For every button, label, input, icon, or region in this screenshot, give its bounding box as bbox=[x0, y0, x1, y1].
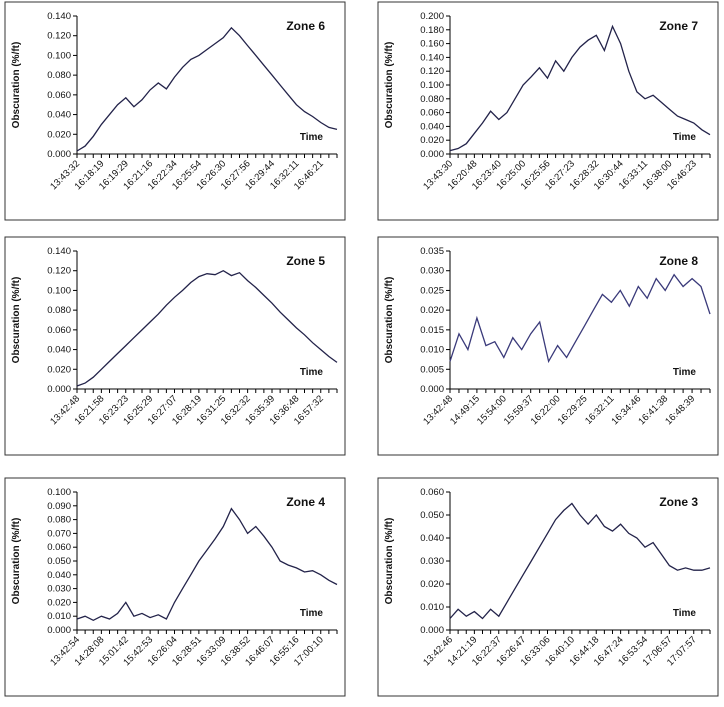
y-axis-label: Obscuration (%/ft) bbox=[384, 277, 395, 364]
chart-title: Zone 8 bbox=[659, 254, 698, 268]
y-tick-label: 0.040 bbox=[47, 570, 71, 581]
chart-frame bbox=[4, 477, 346, 697]
y-tick-label: 0.020 bbox=[47, 364, 71, 375]
y-tick-label: 0.100 bbox=[420, 80, 444, 91]
y-tick-label: 0.060 bbox=[420, 108, 444, 119]
y-axis-label: Obscuration (%/ft) bbox=[11, 277, 22, 364]
y-tick-label: 0.025 bbox=[420, 285, 444, 296]
y-tick-label: 0.035 bbox=[420, 246, 444, 257]
y-tick-label: 0.140 bbox=[47, 246, 71, 257]
y-tick-label: 0.140 bbox=[47, 11, 71, 22]
y-tick-label: 0.120 bbox=[420, 66, 444, 77]
y-tick-label: 0.140 bbox=[420, 52, 444, 63]
y-tick-label: 0.020 bbox=[420, 135, 444, 146]
y-tick-label: 0.090 bbox=[47, 501, 71, 512]
y-axis-label: Obscuration (%/ft) bbox=[11, 518, 22, 605]
y-tick-label: 0.010 bbox=[420, 345, 444, 356]
x-axis-label: Time bbox=[300, 608, 324, 619]
y-tick-label: 0.000 bbox=[420, 625, 444, 636]
x-axis-label: Time bbox=[300, 132, 324, 143]
chart-title: Zone 3 bbox=[659, 495, 698, 509]
y-tick-label: 0.040 bbox=[47, 345, 71, 356]
data-line bbox=[76, 507, 338, 622]
y-tick-label: 0.005 bbox=[420, 364, 444, 375]
x-axis-label: Time bbox=[673, 132, 697, 143]
y-tick-label: 0.100 bbox=[47, 487, 71, 498]
y-tick-label: 0.000 bbox=[47, 149, 71, 160]
y-tick-label: 0.015 bbox=[420, 325, 444, 336]
data-line bbox=[76, 269, 338, 387]
y-tick-label: 0.100 bbox=[47, 50, 71, 61]
y-tick-label: 0.060 bbox=[47, 90, 71, 101]
y-tick-label: 0.200 bbox=[420, 11, 444, 22]
y-tick-label: 0.080 bbox=[47, 515, 71, 526]
y-tick-label: 0.000 bbox=[420, 384, 444, 395]
y-axis-label: Obscuration (%/ft) bbox=[384, 518, 395, 605]
chart-title: Zone 5 bbox=[286, 254, 325, 268]
y-axis-label: Obscuration (%/ft) bbox=[384, 42, 395, 129]
y-tick-label: 0.120 bbox=[47, 266, 71, 277]
x-axis-label: Time bbox=[300, 367, 324, 378]
y-tick-label: 0.160 bbox=[420, 39, 444, 50]
y-tick-label: 0.060 bbox=[420, 487, 444, 498]
y-tick-label: 0.120 bbox=[47, 31, 71, 42]
y-tick-label: 0.000 bbox=[47, 384, 71, 395]
chart-frame bbox=[377, 1, 719, 221]
x-axis-label: Time bbox=[673, 367, 697, 378]
y-tick-label: 0.040 bbox=[420, 121, 444, 132]
y-tick-label: 0.080 bbox=[47, 305, 71, 316]
chart-frame bbox=[377, 236, 719, 456]
y-tick-label: 0.060 bbox=[47, 325, 71, 336]
data-line bbox=[449, 273, 711, 364]
chart-frame bbox=[4, 236, 346, 456]
data-line bbox=[76, 26, 338, 152]
y-tick-label: 0.050 bbox=[420, 510, 444, 521]
chart-frame bbox=[377, 477, 719, 697]
chart-title: Zone 6 bbox=[286, 19, 325, 33]
y-tick-label: 0.080 bbox=[47, 70, 71, 81]
y-tick-label: 0.060 bbox=[47, 542, 71, 553]
data-line bbox=[449, 24, 711, 152]
y-tick-label: 0.040 bbox=[420, 533, 444, 544]
chart-title: Zone 7 bbox=[659, 19, 698, 33]
y-tick-label: 0.000 bbox=[420, 149, 444, 160]
y-tick-label: 0.100 bbox=[47, 285, 71, 296]
y-tick-label: 0.020 bbox=[47, 597, 71, 608]
x-axis-label: Time bbox=[673, 608, 697, 619]
y-tick-label: 0.030 bbox=[420, 266, 444, 277]
y-tick-label: 0.180 bbox=[420, 25, 444, 36]
y-tick-label: 0.000 bbox=[47, 625, 71, 636]
y-tick-label: 0.010 bbox=[420, 602, 444, 613]
chart-frame bbox=[4, 1, 346, 221]
y-axis-label: Obscuration (%/ft) bbox=[11, 42, 22, 129]
y-tick-label: 0.020 bbox=[47, 129, 71, 140]
y-tick-label: 0.020 bbox=[420, 579, 444, 590]
y-tick-label: 0.040 bbox=[47, 110, 71, 121]
y-tick-label: 0.030 bbox=[420, 556, 444, 567]
y-tick-label: 0.010 bbox=[47, 611, 71, 622]
y-tick-label: 0.070 bbox=[47, 528, 71, 539]
chart-title: Zone 4 bbox=[286, 495, 325, 509]
data-line bbox=[449, 502, 711, 620]
y-tick-label: 0.080 bbox=[420, 94, 444, 105]
y-tick-label: 0.020 bbox=[420, 305, 444, 316]
y-tick-label: 0.030 bbox=[47, 584, 71, 595]
y-tick-label: 0.050 bbox=[47, 556, 71, 567]
